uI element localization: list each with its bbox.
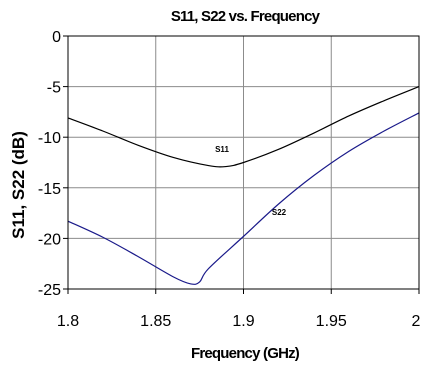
series-labels: S11 S22 [215,145,287,217]
y-tick-label: -25 [38,282,61,299]
y-tick-label: -15 [38,181,61,198]
series-line-s11 [67,86,420,168]
series-line-s22 [67,112,420,285]
x-tick-label: 1.95 [316,313,347,330]
chart-title: S11, S22 vs. Frequency [171,8,321,25]
y-tick-label: 0 [52,29,61,46]
y-tick-label: -10 [38,130,61,147]
y-tick-label: -20 [38,231,61,248]
series-layer [67,86,420,285]
x-tick-label: 1.9 [232,313,254,330]
tick-labels: 1.8 1.85 1.9 1.95 2 0 -5 -10 -15 -20 -25 [38,29,421,330]
x-tick-label: 1.8 [57,313,79,330]
x-tick-label: 1.85 [140,313,171,330]
series-label-s22: S22 [272,208,287,217]
series-label-s11: S11 [215,145,229,154]
x-tick-label: 2 [412,313,421,330]
x-axis-label: Frequency (GHz) [191,345,300,362]
y-axis-label: S11, S22 (dB) [9,131,28,239]
y-tick-label: -5 [47,80,61,97]
